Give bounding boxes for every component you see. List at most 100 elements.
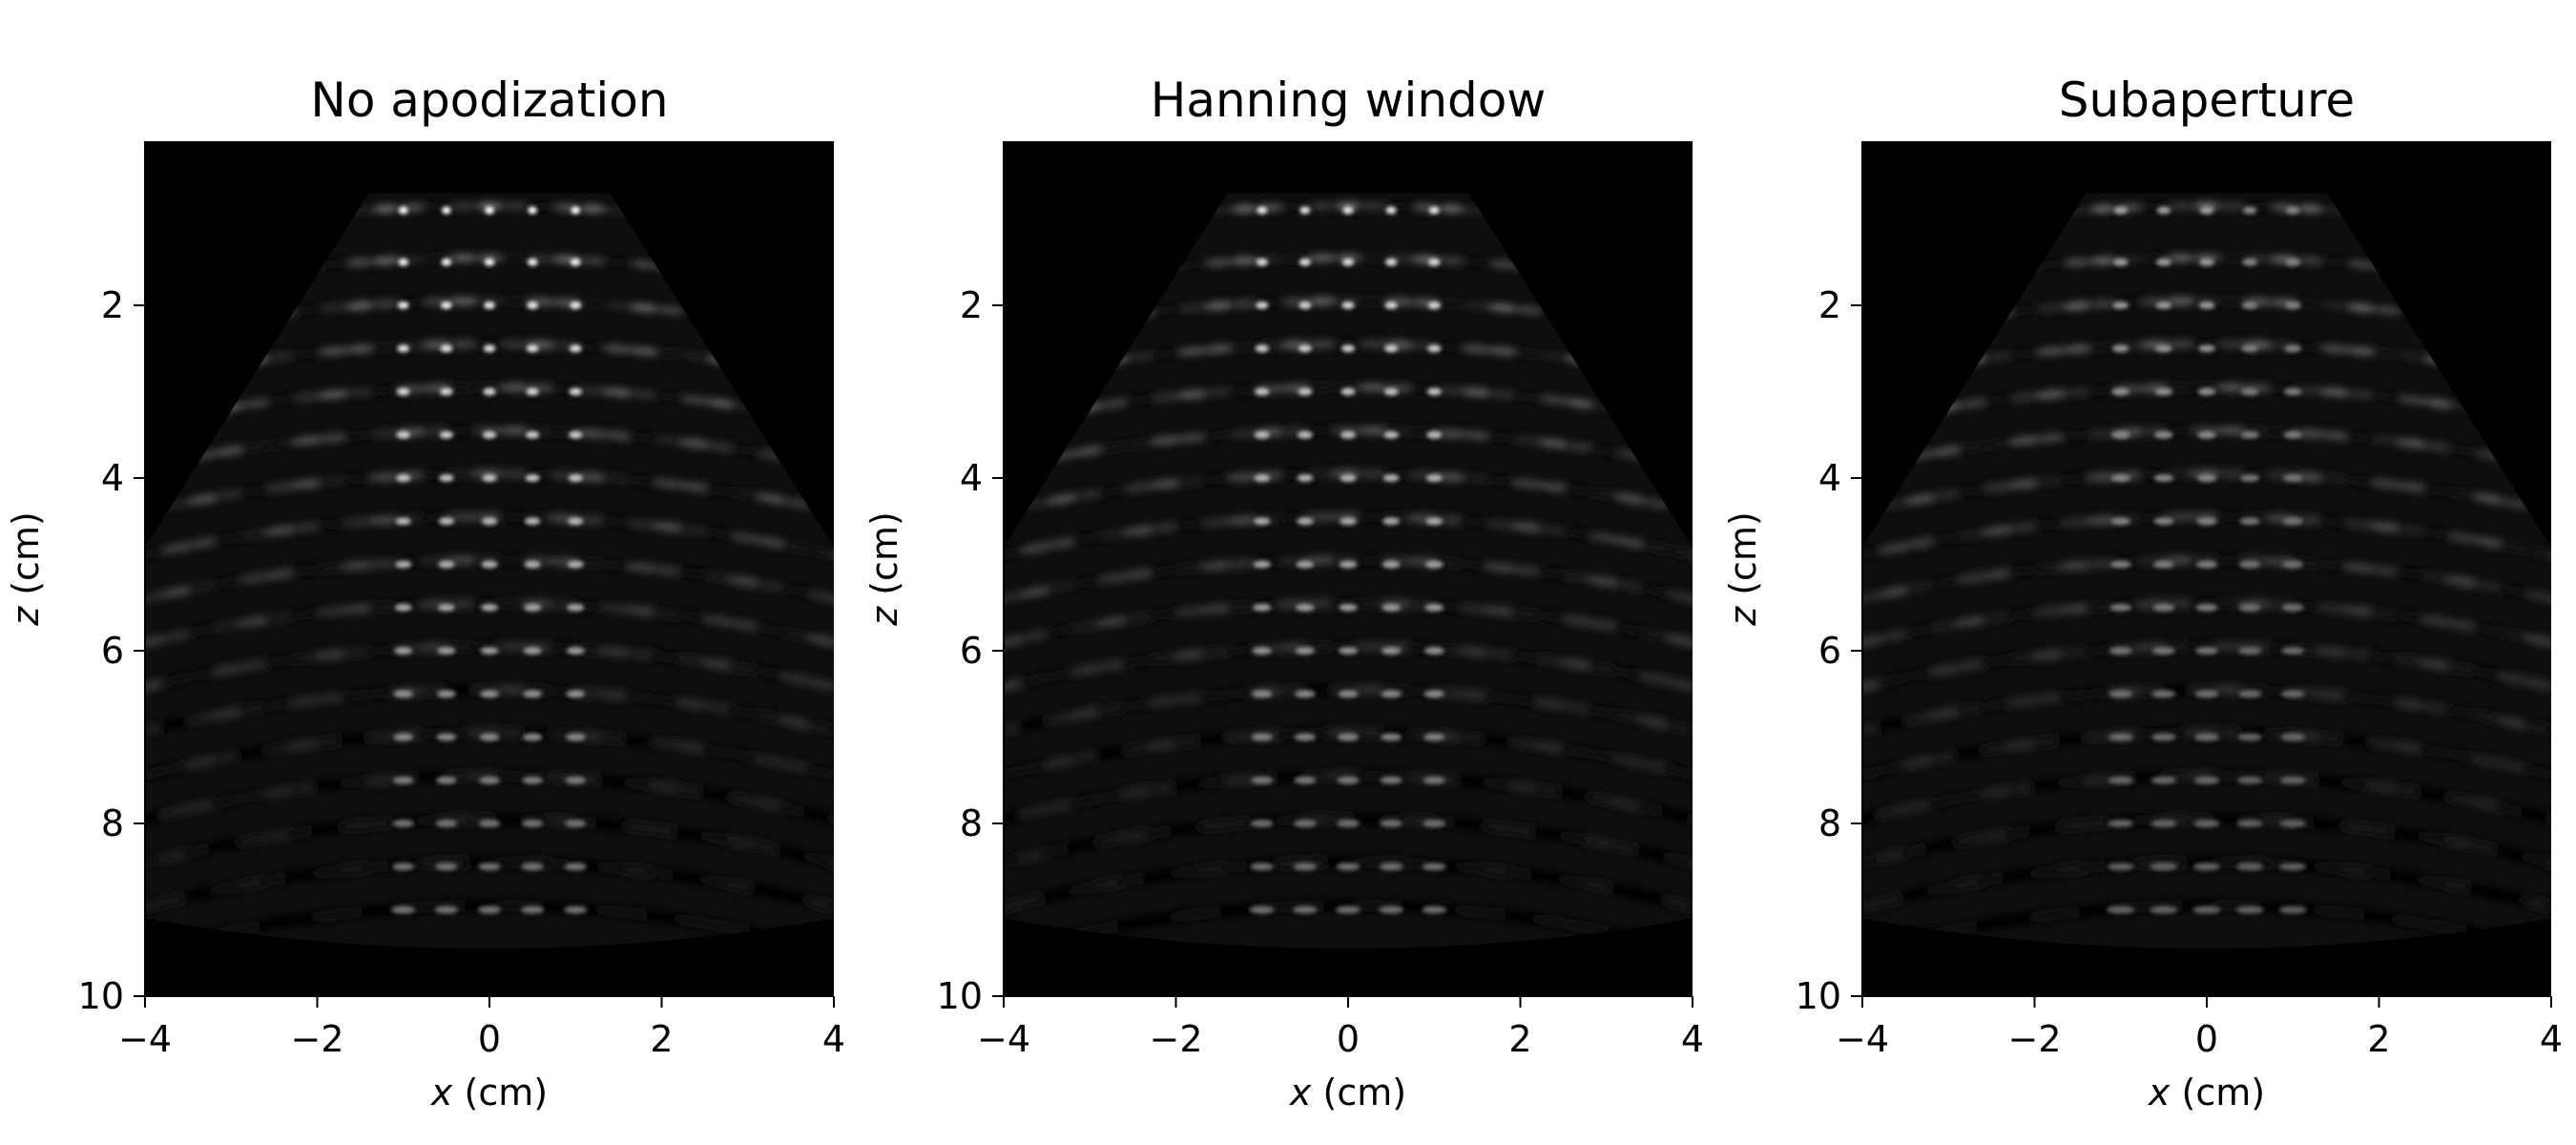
point-target	[1340, 517, 1357, 525]
echo-blob	[965, 725, 1008, 746]
point-target	[1424, 690, 1444, 697]
point-target	[2153, 517, 2173, 525]
panel-2: −4 −2 0 2 4246810Hanning windowx (cm)z (cm)	[863, 73, 1735, 1114]
point-target	[1425, 560, 1444, 568]
echo-blob	[2549, 550, 2576, 568]
point-target	[570, 344, 582, 352]
point-target	[398, 302, 409, 309]
point-target	[521, 863, 543, 870]
point-target	[2240, 517, 2260, 525]
x-tick-label: 2	[650, 1018, 673, 1060]
y-axis-label: z (cm)	[1722, 511, 1764, 627]
point-target	[571, 206, 580, 214]
point-target	[440, 387, 452, 395]
echo-blob	[1696, 235, 1723, 247]
point-target	[395, 560, 411, 568]
point-target	[1340, 431, 1356, 439]
point-target	[2111, 474, 2130, 482]
point-target	[2113, 206, 2128, 214]
point-target	[2150, 863, 2177, 870]
point-target	[1427, 344, 1441, 352]
echo-blob	[966, 593, 1006, 612]
echo-blob	[2548, 593, 2576, 612]
point-target	[2155, 387, 2172, 395]
echo-blob	[1694, 331, 1725, 345]
point-target	[2199, 302, 2215, 309]
point-target	[2109, 604, 2131, 612]
point-target	[2155, 344, 2172, 352]
echo-blob	[967, 550, 1006, 568]
point-target	[2151, 733, 2176, 740]
point-target	[2281, 690, 2305, 697]
point-target	[1294, 820, 1317, 827]
y-tick-label: 10	[78, 975, 124, 1017]
point-target	[525, 560, 541, 568]
echo-blob	[830, 681, 873, 701]
point-target	[436, 777, 457, 784]
point-target	[2280, 733, 2305, 740]
point-target	[1429, 206, 1440, 214]
point-target	[2243, 206, 2257, 214]
echo-blob	[827, 856, 876, 879]
y-tick-label: 4	[960, 457, 983, 499]
x-tick-label: −4	[118, 1018, 172, 1060]
point-target	[481, 647, 499, 655]
point-target	[2198, 387, 2215, 395]
point-target	[2109, 647, 2132, 655]
point-target	[2279, 863, 2306, 870]
point-target	[436, 820, 457, 827]
echo-blob	[1686, 856, 1735, 879]
x-tick-label: 0	[1337, 1018, 1360, 1060]
y-tick-label: 8	[960, 802, 983, 844]
point-target	[2112, 387, 2129, 395]
point-target	[525, 517, 540, 525]
y-tick-label: 6	[960, 630, 983, 672]
y-tick-label: 8	[101, 802, 124, 844]
point-target	[1341, 387, 1356, 395]
echo-blob	[2552, 419, 2576, 434]
y-tick-label: 4	[1818, 457, 1841, 499]
point-target	[2153, 560, 2174, 568]
point-target	[1298, 302, 1311, 309]
point-target	[1293, 863, 1317, 870]
point-target	[442, 259, 452, 266]
echo-blob	[966, 681, 1008, 701]
point-target	[2196, 604, 2218, 612]
point-target	[1254, 474, 1270, 482]
point-target	[2194, 733, 2219, 740]
point-target	[398, 259, 408, 266]
echo-blob	[1695, 287, 1724, 301]
point-target	[2200, 206, 2214, 214]
point-target	[2157, 206, 2171, 214]
point-target	[2237, 733, 2262, 740]
point-target	[2150, 906, 2177, 913]
echo-blob	[1689, 681, 1732, 701]
point-target	[397, 387, 409, 395]
point-target	[2194, 777, 2220, 784]
echo-blob	[2548, 637, 2576, 656]
point-target	[565, 820, 586, 827]
point-target	[2281, 647, 2304, 655]
panel-title: Hanning window	[1151, 73, 1547, 128]
point-target	[1426, 431, 1442, 439]
panel-3: −4 −2 0 2 4246810Subaperturex (cm)z (cm)	[1722, 73, 2576, 1114]
echo-blob	[1826, 550, 1864, 568]
x-tick-label: 2	[2367, 1018, 2390, 1060]
y-axis-label: z (cm)	[863, 511, 905, 627]
point-target	[394, 647, 412, 655]
point-target	[392, 906, 415, 913]
point-target	[2154, 431, 2172, 439]
echo-blob	[110, 506, 146, 523]
y-axis-label: z (cm)	[5, 511, 47, 627]
y-tick-label: 4	[101, 457, 124, 499]
y-tick-label: 2	[1818, 284, 1841, 326]
point-target	[1252, 733, 1273, 740]
point-target	[395, 604, 412, 612]
point-target	[2284, 387, 2301, 395]
echo-blob	[1693, 419, 1727, 434]
echo-blob	[1832, 235, 1859, 247]
point-target	[2280, 777, 2306, 784]
y-tick-label: 2	[960, 284, 983, 326]
point-target	[1423, 777, 1445, 784]
point-target	[1339, 604, 1357, 612]
